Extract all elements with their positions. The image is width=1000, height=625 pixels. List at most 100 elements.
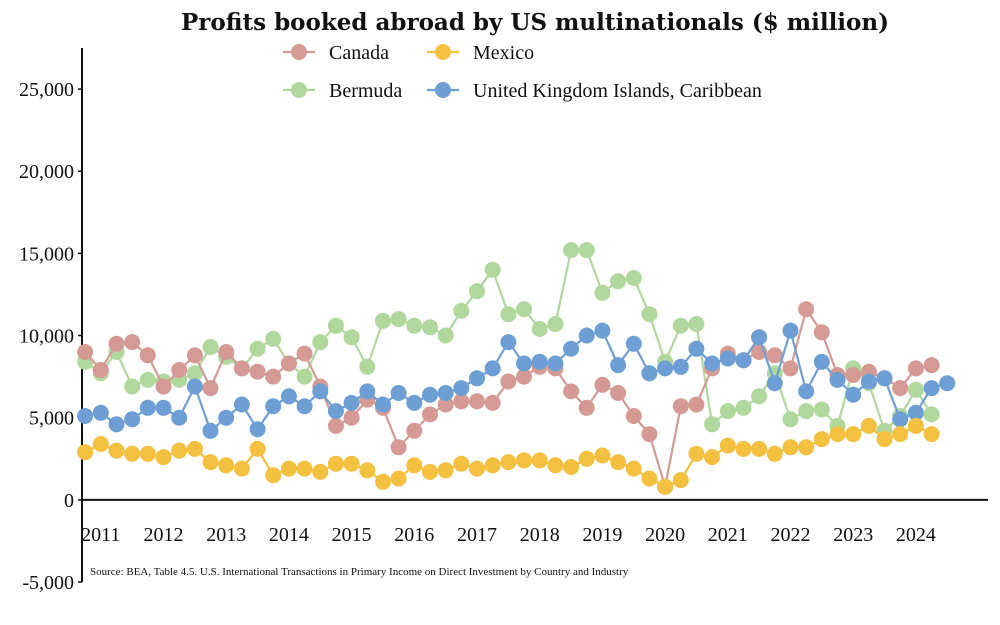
- data-point-mexico: [124, 445, 141, 462]
- data-point-united-kingdom-islands-caribbean: [845, 386, 862, 403]
- x-tick-label: 2020: [645, 524, 685, 546]
- data-point-bermuda: [610, 273, 627, 290]
- data-point-canada: [813, 324, 830, 341]
- data-point-united-kingdom-islands-caribbean: [500, 334, 517, 351]
- source-note: Source: BEA, Table 4.5. U.S. Internation…: [90, 566, 629, 578]
- data-point-bermuda: [907, 381, 924, 398]
- data-point-canada: [139, 347, 156, 364]
- x-tick-label: 2016: [394, 524, 434, 546]
- data-point-bermuda: [422, 319, 438, 336]
- data-point-mexico: [625, 460, 642, 477]
- data-point-canada: [578, 399, 595, 416]
- data-point-united-kingdom-islands-caribbean: [860, 373, 877, 390]
- data-point-canada: [296, 345, 313, 362]
- data-point-united-kingdom-islands-caribbean: [751, 329, 768, 346]
- data-point-united-kingdom-islands-caribbean: [171, 409, 188, 426]
- data-point-canada: [516, 368, 532, 385]
- data-point-canada: [171, 362, 188, 378]
- x-tick-label: 2015: [332, 524, 372, 546]
- x-tick-label: 2011: [81, 524, 120, 546]
- x-tick-label: 2021: [708, 524, 748, 546]
- data-point-mexico: [343, 455, 360, 472]
- data-point-united-kingdom-islands-caribbean: [453, 380, 470, 397]
- data-point-united-kingdom-islands-caribbean: [155, 399, 172, 416]
- data-point-canada: [124, 334, 141, 351]
- data-point-mexico: [453, 455, 470, 472]
- data-point-bermuda: [312, 334, 329, 351]
- data-point-united-kingdom-islands-caribbean: [657, 360, 674, 377]
- data-point-bermuda: [249, 340, 266, 357]
- data-point-mexico: [845, 426, 862, 443]
- data-point-united-kingdom-islands-caribbean: [516, 355, 532, 372]
- data-point-united-kingdom-islands-caribbean: [359, 383, 376, 400]
- data-point-canada: [672, 398, 689, 415]
- data-point-united-kingdom-islands-caribbean: [484, 360, 501, 377]
- data-point-united-kingdom-islands-caribbean: [688, 340, 705, 357]
- data-point-mexico: [657, 478, 674, 495]
- data-point-canada: [469, 393, 485, 410]
- x-tick-label: 2023: [833, 524, 873, 546]
- data-point-bermuda: [547, 316, 564, 332]
- legend-item-united-kingdom-islands-caribbean: United Kingdom Islands, Caribbean: [427, 80, 762, 102]
- data-point-mexico: [813, 431, 830, 448]
- data-point-united-kingdom-islands-caribbean: [108, 416, 125, 433]
- data-point-mexico: [296, 460, 313, 477]
- series-layer: [77, 242, 956, 495]
- data-point-mexico: [547, 457, 564, 474]
- data-point-bermuda: [186, 365, 203, 382]
- data-point-mexico: [516, 452, 532, 469]
- data-point-bermuda: [641, 306, 658, 323]
- legend: Canada Mexico Bermuda United Kingdom Island…: [283, 42, 762, 102]
- data-point-canada: [265, 368, 282, 385]
- data-point-united-kingdom-islands-caribbean: [719, 350, 736, 367]
- data-point-mexico: [735, 440, 752, 457]
- data-point-bermuda: [813, 401, 830, 418]
- data-point-mexico: [531, 452, 548, 469]
- data-point-bermuda: [516, 301, 532, 318]
- data-point-mexico: [500, 454, 517, 471]
- data-point-mexico: [641, 470, 658, 487]
- legend-label: Bermuda: [329, 80, 402, 102]
- data-point-united-kingdom-islands-caribbean: [249, 421, 266, 438]
- data-point-canada: [563, 383, 580, 400]
- data-point-mexico: [892, 426, 909, 443]
- data-point-bermuda: [343, 329, 360, 346]
- legend-label: United Kingdom Islands, Caribbean: [473, 80, 762, 102]
- data-point-united-kingdom-islands-caribbean: [547, 355, 564, 372]
- y-tick-label: 10,000: [19, 326, 74, 348]
- data-point-mexico: [876, 431, 893, 448]
- data-point-united-kingdom-islands-caribbean: [92, 404, 109, 421]
- data-point-united-kingdom-islands-caribbean: [296, 398, 313, 415]
- data-point-bermuda: [625, 270, 642, 286]
- data-point-united-kingdom-islands-caribbean: [422, 386, 438, 403]
- data-point-mexico: [218, 457, 235, 474]
- data-point-united-kingdom-islands-caribbean: [798, 383, 815, 400]
- x-tick-label: 2012: [144, 524, 184, 546]
- data-point-bermuda: [139, 371, 156, 388]
- data-point-canada: [907, 360, 924, 377]
- data-point-canada: [186, 347, 203, 364]
- data-point-canada: [484, 394, 501, 411]
- x-tick-label: 2022: [770, 524, 810, 546]
- data-point-canada: [437, 396, 454, 413]
- x-tick-label: 2013: [206, 524, 246, 546]
- data-point-bermuda: [327, 317, 344, 334]
- series-united-kingdom-islands-caribbean: [77, 322, 956, 439]
- data-point-mexico: [77, 444, 94, 461]
- x-tick-label: 2018: [520, 524, 560, 546]
- data-point-mexico: [327, 455, 344, 472]
- data-point-mexico: [594, 447, 611, 464]
- data-point-united-kingdom-islands-caribbean: [124, 411, 141, 428]
- legend-swatch-marker: [291, 82, 307, 98]
- data-point-mexico: [782, 439, 799, 456]
- data-point-mexico: [751, 440, 768, 457]
- data-point-united-kingdom-islands-caribbean: [343, 394, 360, 411]
- data-point-united-kingdom-islands-caribbean: [375, 396, 391, 413]
- data-point-canada: [453, 393, 470, 410]
- data-point-mexico: [406, 457, 423, 474]
- data-point-united-kingdom-islands-caribbean: [766, 375, 783, 392]
- data-point-canada: [343, 409, 360, 426]
- data-point-united-kingdom-islands-caribbean: [390, 385, 407, 401]
- data-point-mexico: [233, 460, 250, 477]
- data-point-canada: [500, 373, 517, 390]
